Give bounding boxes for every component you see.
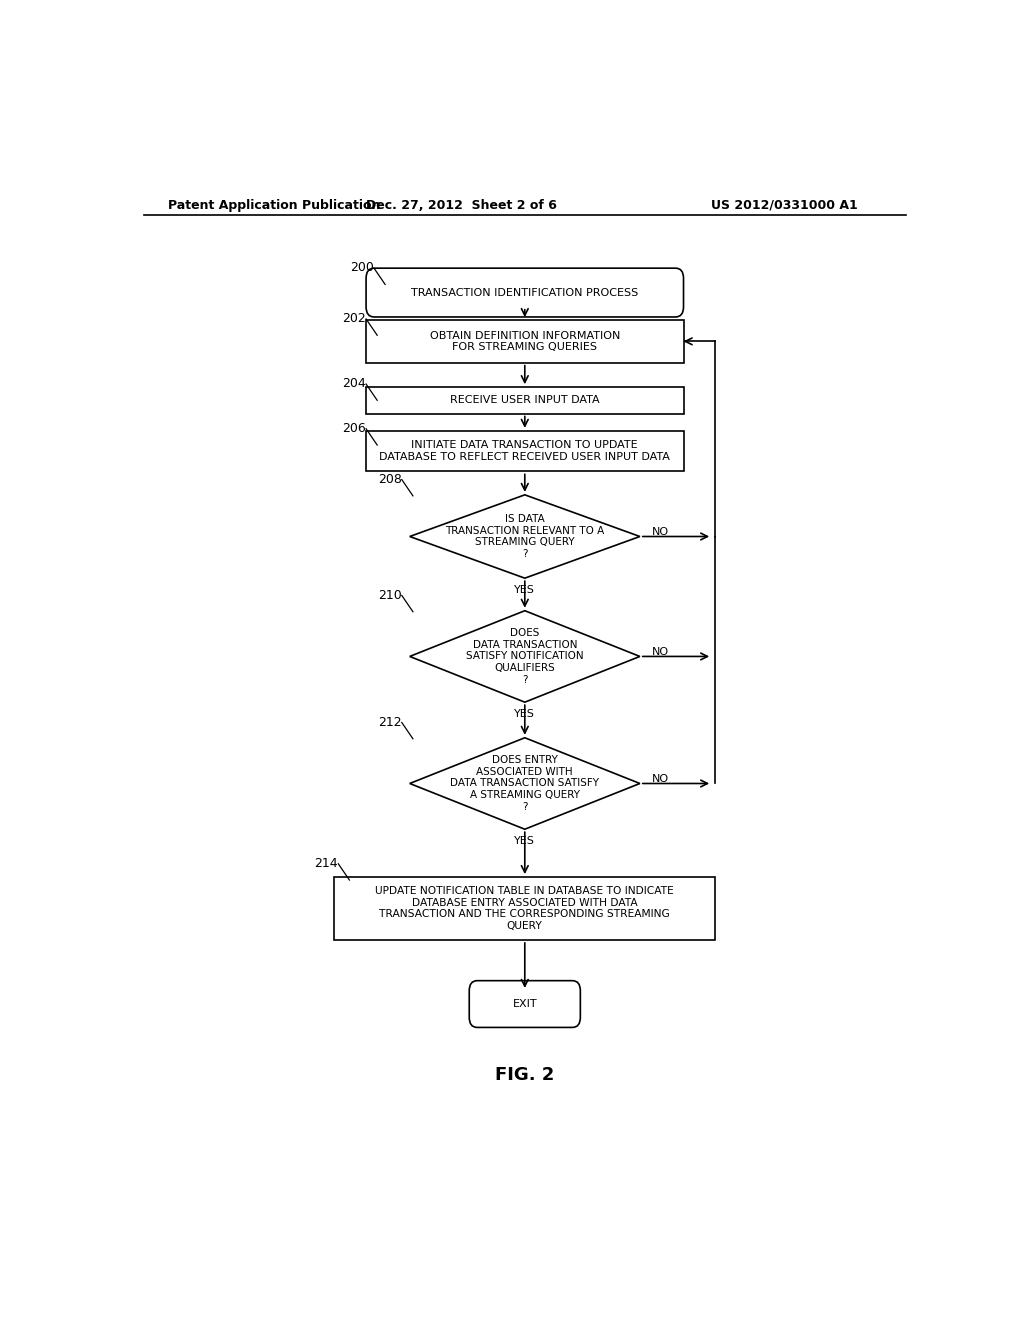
Text: YES: YES bbox=[514, 837, 536, 846]
Text: YES: YES bbox=[514, 585, 536, 595]
Text: TRANSACTION IDENTIFICATION PROCESS: TRANSACTION IDENTIFICATION PROCESS bbox=[412, 288, 638, 297]
Text: 206: 206 bbox=[342, 422, 366, 434]
Text: Patent Application Publication: Patent Application Publication bbox=[168, 198, 380, 211]
Text: US 2012/0331000 A1: US 2012/0331000 A1 bbox=[712, 198, 858, 211]
Text: Dec. 27, 2012  Sheet 2 of 6: Dec. 27, 2012 Sheet 2 of 6 bbox=[366, 198, 557, 211]
Bar bbox=[367, 387, 684, 413]
Text: DOES ENTRY
ASSOCIATED WITH
DATA TRANSACTION SATISFY
A STREAMING QUERY
?: DOES ENTRY ASSOCIATED WITH DATA TRANSACT… bbox=[451, 755, 599, 812]
Text: 204: 204 bbox=[342, 378, 366, 391]
Text: 210: 210 bbox=[378, 589, 401, 602]
Polygon shape bbox=[410, 611, 640, 702]
Text: NO: NO bbox=[652, 528, 669, 537]
Text: RECEIVE USER INPUT DATA: RECEIVE USER INPUT DATA bbox=[450, 395, 600, 405]
Text: DOES
DATA TRANSACTION
SATISFY NOTIFICATION
QUALIFIERS
?: DOES DATA TRANSACTION SATISFY NOTIFICATI… bbox=[466, 628, 584, 685]
Text: OBTAIN DEFINITION INFORMATION
FOR STREAMING QUERIES: OBTAIN DEFINITION INFORMATION FOR STREAM… bbox=[430, 330, 620, 352]
Bar bbox=[367, 319, 684, 363]
Text: 200: 200 bbox=[350, 261, 374, 275]
Polygon shape bbox=[410, 738, 640, 829]
Text: UPDATE NOTIFICATION TABLE IN DATABASE TO INDICATE
DATABASE ENTRY ASSOCIATED WITH: UPDATE NOTIFICATION TABLE IN DATABASE TO… bbox=[376, 886, 674, 931]
Text: IS DATA
TRANSACTION RELEVANT TO A
STREAMING QUERY
?: IS DATA TRANSACTION RELEVANT TO A STREAM… bbox=[445, 513, 604, 558]
Text: FIG. 2: FIG. 2 bbox=[496, 1067, 554, 1084]
Polygon shape bbox=[410, 495, 640, 578]
Text: NO: NO bbox=[652, 647, 669, 657]
Bar bbox=[367, 430, 684, 471]
Text: INITIATE DATA TRANSACTION TO UPDATE
DATABASE TO REFLECT RECEIVED USER INPUT DATA: INITIATE DATA TRANSACTION TO UPDATE DATA… bbox=[379, 441, 671, 462]
Text: 208: 208 bbox=[378, 473, 401, 486]
FancyBboxPatch shape bbox=[367, 268, 684, 317]
FancyBboxPatch shape bbox=[469, 981, 581, 1027]
Text: 214: 214 bbox=[314, 857, 338, 870]
Bar bbox=[334, 876, 715, 940]
Text: NO: NO bbox=[652, 775, 669, 784]
Text: EXIT: EXIT bbox=[512, 999, 538, 1008]
Text: YES: YES bbox=[514, 709, 536, 719]
Text: 202: 202 bbox=[342, 312, 366, 325]
Text: 212: 212 bbox=[378, 715, 401, 729]
